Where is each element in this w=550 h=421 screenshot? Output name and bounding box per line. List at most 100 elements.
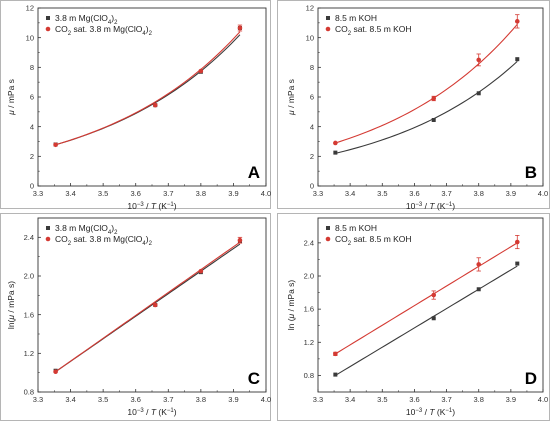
- panel-a-series-2-fit-line: [55, 31, 241, 146]
- panel-b-plot: 3.3 3.4 3.5 3.6 3.7 3.8 3.9 4.0 0 2 4 6 8 10 12 10−3 / …: [286, 4, 548, 211]
- panel-d: 3.3 3.4 3.5 3.6 3.7 3.8 3.9 4.0 0.8 1.2 1.6 2.0 2.4 1…: [277, 213, 550, 421]
- panel-b-x-axis-label: 10−3 / T (K−1): [406, 201, 455, 211]
- panel-d-series-2-point: [476, 262, 482, 267]
- panel-c-x-tick-label: 3.8: [196, 395, 206, 404]
- panel-a-series-2-point: [152, 102, 158, 108]
- panel-c-x-tick-label: 3.7: [163, 395, 173, 404]
- panel-b-x-tick-label: 3.6: [409, 189, 419, 198]
- panel-a-x-tick-label: 4.0: [261, 189, 271, 198]
- panel-a-x-tick-label: 3.5: [98, 189, 108, 198]
- panel-c-series-2-point: [237, 237, 243, 243]
- panel-b-x-tick-label: 3.9: [506, 189, 516, 198]
- panel-b-x-tick-label: 3.5: [377, 189, 387, 198]
- panel-b-x-tick-label: 3.8: [473, 189, 483, 198]
- panel-d-series-1-point: [333, 372, 338, 377]
- panel-a-y-tick-label: 2: [30, 152, 34, 161]
- panel-d-x-tick-label: 4.0: [538, 395, 548, 404]
- panel-a-y-tick-label: 4: [30, 122, 34, 131]
- panel-a-x-axis-label: 10−3 / T (K−1): [127, 201, 176, 211]
- panel-c-y-tick-label: 2.0: [24, 272, 34, 281]
- panel-c-y-axis-label: ln(μ / mPa s): [6, 281, 16, 329]
- panel-d-series-1-point: [476, 287, 481, 292]
- panel-d-series-2-legend-marker: [325, 236, 331, 242]
- panel-c-y-tick-label: 0.8: [24, 388, 34, 397]
- panel-d-series-1-point: [515, 261, 520, 266]
- panel-c-x-tick-label: 3.6: [130, 395, 140, 404]
- panel-d-x-tick-label: 3.9: [506, 395, 516, 404]
- panel-d-plot: 3.3 3.4 3.5 3.6 3.7 3.8 3.9 4.0 0.8 1.2 1.6 2.0 2.4 1…: [286, 217, 548, 417]
- panel-c-series-2-fit-line: [55, 241, 241, 373]
- panel-d-y-tick-label: 2.4: [304, 238, 314, 247]
- panel-a-series-2-legend-label: CO2 sat. 3.8 m Mg(ClO4)2: [55, 24, 153, 37]
- panel-c-series-1-legend-label: 3.8 m Mg(ClO4)2: [55, 223, 118, 236]
- panel-c-plot: 3.3 3.4 3.5 3.6 3.7 3.8 3.9 4.0 0.8 1.2 1.6 2.0 2.4 1…: [6, 217, 271, 417]
- panel-b-y-axis-label: μ / mPa s: [286, 79, 296, 116]
- panel-c-series-2-legend-label: CO2 sat. 3.8 m Mg(ClO4)2: [55, 234, 153, 247]
- panel-a-y-tick-label: 0: [30, 182, 34, 191]
- panel-d-x-axis-label: 10−3 / T (K−1): [406, 407, 455, 417]
- panel-a-x-tick-label: 3.7: [163, 189, 173, 198]
- panel-d-series-1-legend-label: 8.5 m KOH: [335, 223, 377, 233]
- panel-d-y-tick-label: 1.6: [304, 305, 314, 314]
- panel-a-x-tick-label: 3.9: [228, 189, 238, 198]
- panel-b-y-tick-label: 10: [306, 33, 314, 42]
- panel-b-y-tick-label: 2: [310, 152, 314, 161]
- panel-b-x-tick-label: 3.7: [441, 189, 451, 198]
- panel-a-x-tick-label: 3.6: [130, 189, 140, 198]
- panel-b-y-tick-label: 8: [310, 63, 314, 72]
- panel-b-series-2-point: [476, 57, 482, 63]
- panel-b-series-1-fit-line: [335, 60, 518, 154]
- panel-b-letter: B: [525, 163, 537, 182]
- panel-b-series-1-point: [515, 57, 520, 62]
- panel-d-series-2-point: [514, 239, 520, 245]
- panel-c-x-tick-label: 4.0: [261, 395, 271, 404]
- panel-b-x-tick-label: 3.4: [345, 189, 355, 198]
- panel-b-series-2-fit-line: [335, 23, 518, 144]
- panel-d-series-1-fit-line: [335, 265, 518, 376]
- panel-a-x-tick-label: 3.3: [33, 189, 43, 198]
- panel-b-series-1-point: [431, 117, 436, 122]
- panel-d-x-tick-label: 3.3: [313, 395, 323, 404]
- panel-a-series-2-point: [237, 25, 243, 31]
- panel-c-x-tick-label: 3.5: [98, 395, 108, 404]
- panel-c-x-tick-label: 3.4: [65, 395, 75, 404]
- panel-b-series-2-legend-label: CO2 sat. 8.5 m KOH: [335, 24, 412, 37]
- panel-c-y-tick-label: 1.6: [24, 310, 34, 319]
- panel-a-series-2-legend-marker: [45, 26, 51, 32]
- panel-d-y-tick-label: 2.0: [304, 272, 314, 281]
- panel-a-y-tick-label: 10: [26, 33, 34, 42]
- panel-b: 3.3 3.4 3.5 3.6 3.7 3.8 3.9 4.0 0 2 4 6 8 10 12 10−3 / …: [277, 0, 550, 211]
- panel-d-series-2-legend-label: CO2 sat. 8.5 m KOH: [335, 234, 412, 247]
- panel-a-series-2-point: [198, 68, 204, 74]
- panel-a-series-1-legend-label: 3.8 m Mg(ClO4)2: [55, 13, 118, 26]
- panel-b-y-tick-label: 6: [310, 93, 314, 102]
- panel-c-letter: C: [248, 369, 260, 388]
- panel-d-x-tick-label: 3.5: [377, 395, 387, 404]
- panel-b-series-2-point: [333, 140, 338, 146]
- panel-c-series-2-point: [53, 369, 58, 375]
- panel-a-frame: [0, 0, 271, 209]
- panel-b-series-2-point: [514, 19, 520, 24]
- panel-d-y-tick-label: 1.2: [304, 338, 314, 347]
- panel-a-series-1-legend-marker: [46, 16, 50, 20]
- panel-d-letter: D: [525, 369, 537, 388]
- panel-d-series-2-point: [431, 292, 437, 298]
- panel-b-series-2-legend-marker: [325, 26, 331, 32]
- panel-c-x-tick-label: 3.3: [33, 395, 43, 404]
- panel-c-series-2-point: [198, 268, 204, 274]
- panel-d-x-tick-label: 3.4: [345, 395, 355, 404]
- panel-a-x-tick-label: 3.4: [65, 189, 75, 198]
- panel-c-series-2-legend-marker: [45, 236, 51, 242]
- panel-d-y-axis-label: ln (μ / mPa s): [286, 280, 296, 331]
- panel-b-y-tick-label: 0: [310, 182, 314, 191]
- panel-a-y-axis-label: μ / mPa s: [6, 79, 16, 116]
- panel-b-series-1-point: [333, 150, 338, 155]
- panel-b-series-1-legend-marker: [326, 16, 330, 20]
- panel-b-y-tick-label: 12: [306, 4, 314, 13]
- panel-c-x-axis-label: 10−3 / T (K−1): [127, 407, 176, 417]
- panel-c-y-tick-label: 2.4: [24, 233, 34, 242]
- panel-a-plot: 3.3 3.4 3.5 3.6 3.7 3.8 3.9 4.0 0 2 4 6 8 10 12 10−3 / …: [6, 4, 271, 211]
- panel-a-y-tick-label: 6: [30, 93, 34, 102]
